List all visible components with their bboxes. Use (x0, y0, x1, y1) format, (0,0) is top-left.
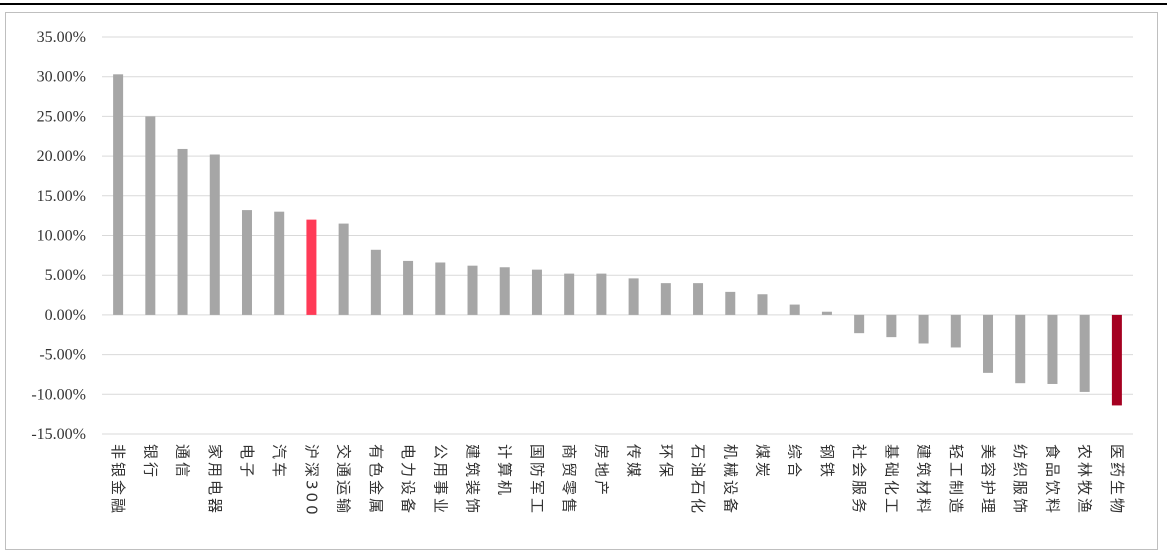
y-tick-label: 5.00% (45, 267, 86, 284)
bar-23 (854, 314, 865, 334)
y-tick-label: 25.00% (37, 108, 86, 125)
x-tick-label: 农林牧渔 (1076, 444, 1094, 516)
bar-9 (403, 260, 414, 315)
bar-18 (693, 283, 704, 315)
x-tick-label: 非银金融 (109, 444, 127, 516)
bar-22 (821, 311, 832, 315)
y-tick-label: 35.00% (37, 29, 86, 46)
y-tick-label: 20.00% (37, 148, 86, 165)
bar-13 (531, 269, 542, 315)
bar-4 (241, 210, 252, 315)
x-tick-label: 电子 (238, 444, 256, 480)
x-tick-label: 环保 (657, 444, 675, 480)
bar-27 (983, 314, 994, 373)
x-tick-label: 美容护理 (979, 444, 997, 516)
top-rule (0, 3, 1167, 5)
y-tick-label: 0.00% (45, 307, 86, 324)
bar-17 (660, 283, 671, 315)
x-tick-label: 医药生物 (1108, 444, 1126, 516)
x-tick-label: 公用事业 (431, 444, 449, 516)
bar-28 (1015, 314, 1026, 384)
bar-31 (1111, 314, 1122, 406)
bar-6 (306, 219, 317, 315)
bar-30 (1079, 314, 1090, 392)
bar-20 (757, 294, 768, 315)
x-tick-label: 通信 (174, 444, 192, 480)
x-tick-label: 建筑材料 (915, 444, 933, 516)
y-tick-label: -5.00% (39, 347, 86, 364)
bar-24 (886, 314, 897, 338)
x-tick-label: 建筑装饰 (464, 444, 482, 516)
bar-25 (918, 314, 929, 344)
y-tick-label: 10.00% (37, 228, 86, 245)
x-tick-label: 商贸零售 (560, 444, 578, 516)
bar-chart: 35.00% 30.00% 25.00% 20.00% 15.00% 10.00% 5.00… (31, 29, 1133, 518)
x-tick-label: 汽车 (270, 444, 288, 480)
bar-19 (725, 291, 736, 315)
x-tick-label: 计算机 (496, 444, 514, 498)
x-tick-label: 电力设备 (399, 444, 417, 516)
bar-2 (177, 148, 188, 315)
bar-series (113, 74, 1122, 406)
y-tick-label: 15.00% (37, 188, 86, 205)
x-tick-label: 有色金属 (367, 444, 385, 516)
x-tick-label: 银行 (141, 444, 159, 480)
bar-12 (499, 267, 510, 315)
grid-layer (102, 36, 1133, 435)
bar-10 (435, 262, 446, 315)
bar-1 (145, 116, 156, 315)
bar-3 (209, 154, 220, 315)
x-tick-label: 机械设备 (721, 444, 739, 516)
chart-frame: 35.00% 30.00% 25.00% 20.00% 15.00% 10.00% 5.00… (5, 12, 1158, 550)
x-tick-label: 沪深300 (302, 444, 320, 518)
x-tick-label: 纺织服饰 (1011, 444, 1029, 516)
x-tick-label: 轻工制造 (947, 444, 965, 516)
bar-7 (338, 223, 349, 315)
bar-21 (789, 304, 800, 315)
x-tick-label: 交通运输 (335, 444, 353, 516)
bar-8 (370, 249, 381, 315)
x-tick-label: 传媒 (625, 444, 643, 480)
bar-15 (596, 273, 607, 315)
y-tick-label: -15.00% (31, 426, 86, 443)
bar-14 (564, 273, 575, 315)
bar-0 (113, 74, 124, 315)
x-tick-label: 基础化工 (882, 444, 900, 516)
x-tick-label: 家用电器 (206, 444, 224, 516)
bar-26 (950, 314, 961, 348)
x-tick-label: 房地产 (592, 444, 610, 498)
x-tick-label: 食品饮料 (1043, 444, 1061, 516)
bar-5 (274, 211, 285, 315)
x-tick-label: 钢铁 (818, 444, 836, 480)
x-axis-tick-labels: 非银金融 银行 通信 家用电器 电子 汽车 沪深300 交通运输 有色金属 电力设备 公用事业 建筑装… (109, 444, 1126, 518)
y-tick-label: 30.00% (37, 69, 86, 86)
x-tick-label: 社会服务 (850, 444, 868, 516)
bar-16 (628, 278, 639, 315)
x-tick-label: 国防军工 (528, 444, 546, 516)
x-tick-label: 石油石化 (689, 444, 707, 516)
y-axis-tick-labels: 35.00% 30.00% 25.00% 20.00% 15.00% 10.00% 5.00… (31, 29, 86, 443)
x-tick-label: 煤炭 (753, 444, 771, 480)
x-tick-label: 综合 (786, 444, 804, 480)
bar-11 (467, 265, 478, 315)
bar-29 (1047, 314, 1058, 384)
y-tick-label: -10.00% (31, 386, 86, 403)
